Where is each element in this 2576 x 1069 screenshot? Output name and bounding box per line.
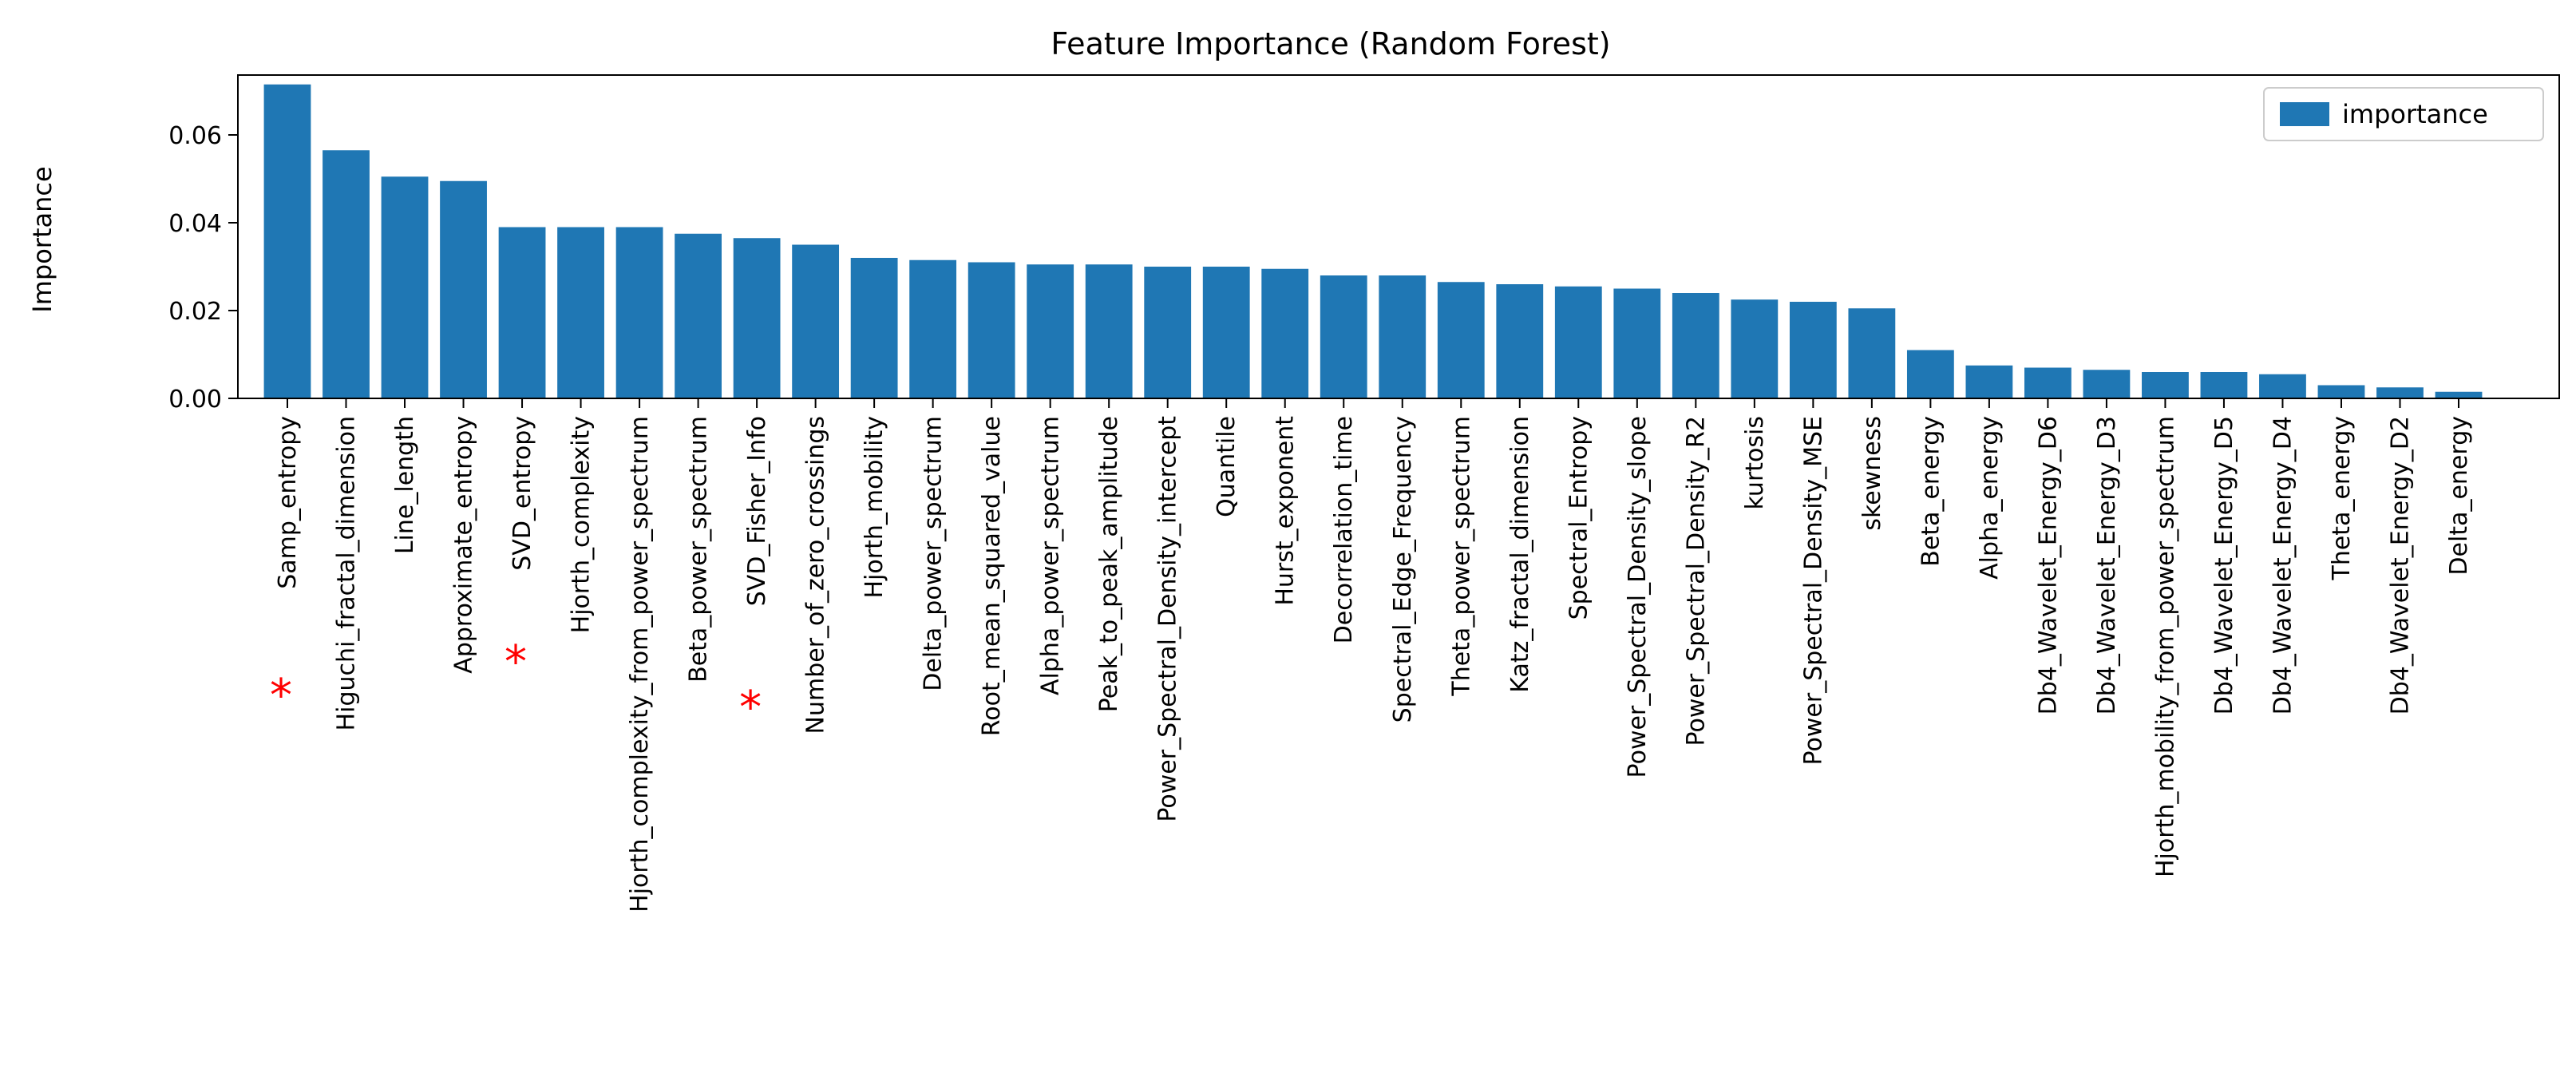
bar-Delta_energy	[2435, 391, 2483, 398]
bar-skewness	[1848, 308, 1896, 398]
x-tick-label: Db4_Wavelet_Energy_D4	[2269, 416, 2297, 715]
highlight-marker-Samp_entropy: *	[270, 670, 292, 722]
x-tick-label: Power_Spectral_Density_intercept	[1154, 416, 1182, 822]
bar-Power_Spectral_Density_intercept	[1144, 267, 1192, 398]
x-tick-label: Db4_Wavelet_Energy_D6	[2034, 416, 2062, 715]
bar-Quantile	[1202, 267, 1250, 398]
x-tick-label: Beta_energy	[1917, 416, 1945, 567]
bar-Hjorth_mobility	[850, 258, 898, 398]
bar-Hjorth_mobility_from_power_spectrum	[2142, 372, 2189, 398]
x-tick-label: Hurst_exponent	[1272, 416, 1300, 606]
bar-Hjorth_complexity_from_power_spectrum	[615, 227, 663, 398]
bar-Approximate_entropy	[440, 180, 487, 398]
x-tick-label: Power_Spectral_Density_MSE	[1799, 416, 1827, 766]
bar-Db4_Wavelet_Energy_D2	[2376, 387, 2424, 398]
bar-Root_mean_squared_value	[967, 262, 1015, 398]
x-tick-label: Line_length	[391, 416, 419, 554]
highlight-markers: * * *	[270, 636, 762, 734]
bar-Theta_energy	[2317, 385, 2365, 398]
x-tick-label: Db4_Wavelet_Energy_D5	[2210, 416, 2238, 715]
x-tick-label: Katz_fractal_dimension	[1506, 416, 1534, 693]
legend-box	[2263, 87, 2544, 141]
x-tick-label: skewness	[1858, 416, 1886, 531]
x-tick-label: Hjorth_mobility_from_power_spectrum	[2151, 416, 2179, 877]
bar-Peak_to_peak_amplitude	[1085, 264, 1133, 398]
x-tick-label: Quantile	[1213, 416, 1241, 517]
bar-Katz_fractal_dimension	[1496, 284, 1544, 398]
x-tick-label: Root_mean_squared_value	[978, 416, 1006, 736]
x-tick-label: Hjorth_complexity_from_power_spectrum	[626, 416, 654, 913]
y-axis-label: Importance	[27, 166, 57, 312]
bar-Hurst_exponent	[1261, 268, 1309, 398]
bar-Number_of_zero_crossings	[792, 244, 840, 398]
bar-SVD_Fisher_Info	[733, 238, 781, 398]
bar-Delta_power_spectrum	[909, 259, 957, 398]
bar-Line_length	[381, 176, 429, 398]
x-tick-label: Power_Spectral_Density_slope	[1624, 416, 1652, 778]
x-tick-label: Beta_power_spectrum	[685, 416, 713, 683]
legend: importance	[2263, 87, 2544, 141]
bar-Alpha_power_spectrum	[1027, 264, 1074, 398]
y-tick-label: 0.02	[168, 298, 222, 326]
x-tick-label: Power_Spectral_Density_R2	[1682, 416, 1710, 746]
x-axis-ticks: Samp_entropy Higuchi_fractal_dimension Lin…	[274, 398, 2473, 913]
bar-SVD_entropy	[498, 227, 546, 398]
bar-Beta_energy	[1906, 350, 1954, 398]
x-tick-label: SVD_entropy	[508, 416, 536, 571]
x-tick-label: Peak_to_peak_amplitude	[1095, 416, 1123, 712]
bar-Samp_entropy	[263, 84, 311, 398]
bar-Db4_Wavelet_Energy_D3	[2083, 370, 2131, 398]
bar-Hjorth_complexity	[557, 227, 604, 398]
chart-title: Feature Importance (Random Forest)	[1051, 26, 1610, 61]
bar-Spectral_Entropy	[1554, 286, 1602, 398]
x-tick-label: Alpha_power_spectrum	[1037, 416, 1065, 695]
highlight-marker-SVD_entropy: *	[505, 636, 527, 688]
x-tick-label: Decorrelation_time	[1330, 416, 1358, 643]
x-tick-label: Db4_Wavelet_Energy_D2	[2386, 416, 2414, 715]
x-tick-label: Number_of_zero_crossings	[802, 416, 830, 734]
legend-swatch	[2280, 102, 2329, 126]
x-tick-label: Samp_entropy	[274, 416, 302, 589]
x-tick-label: Theta_energy	[2328, 416, 2356, 580]
plot-frame	[237, 74, 2560, 399]
highlight-marker-SVD_Fisher_Info: *	[739, 682, 762, 734]
bar-Db4_Wavelet_Energy_D4	[2259, 374, 2306, 398]
x-tick-label: Hjorth_complexity	[568, 416, 596, 633]
bars-group	[263, 84, 2483, 398]
bar-kurtosis	[1731, 299, 1779, 398]
x-tick-label: Spectral_Edge_Frequency	[1389, 416, 1417, 723]
x-tick-label: Spectral_Entropy	[1565, 416, 1593, 620]
bar-Spectral_Edge_Frequency	[1379, 275, 1426, 398]
bar-Theta_power_spectrum	[1437, 282, 1485, 398]
bar-Power_Spectral_Density_slope	[1613, 288, 1661, 398]
bar-Higuchi_fractal_dimension	[322, 150, 370, 398]
x-tick-label: Hjorth_mobility	[861, 416, 888, 599]
x-tick-label: Alpha_energy	[1976, 416, 2004, 580]
x-tick-label: Higuchi_fractal_dimension	[333, 416, 361, 730]
x-tick-label: kurtosis	[1741, 416, 1769, 510]
bar-Beta_power_spectrum	[675, 233, 722, 398]
bar-Decorrelation_time	[1320, 275, 1367, 398]
x-tick-label: Theta_power_spectrum	[1447, 416, 1475, 697]
x-tick-label: SVD_Fisher_Info	[743, 416, 771, 606]
bar-Power_Spectral_Density_MSE	[1789, 302, 1837, 398]
x-tick-label: Delta_power_spectrum	[920, 416, 948, 691]
y-axis-ticks: 0.00 0.02 0.04 0.06	[168, 122, 238, 414]
bar-Db4_Wavelet_Energy_D5	[2200, 372, 2248, 398]
legend-label: importance	[2342, 99, 2488, 129]
bar-Alpha_energy	[1965, 365, 2013, 398]
x-tick-label: Db4_Wavelet_Energy_D3	[2093, 416, 2121, 715]
y-tick-label: 0.00	[168, 386, 222, 414]
bar-Db4_Wavelet_Energy_D6	[2024, 367, 2071, 398]
y-tick-label: 0.06	[168, 122, 222, 150]
x-tick-label: Delta_energy	[2445, 416, 2473, 576]
x-tick-label: Approximate_entropy	[450, 416, 478, 674]
bar-Power_Spectral_Density_R2	[1672, 293, 1719, 398]
y-tick-label: 0.04	[168, 210, 222, 238]
